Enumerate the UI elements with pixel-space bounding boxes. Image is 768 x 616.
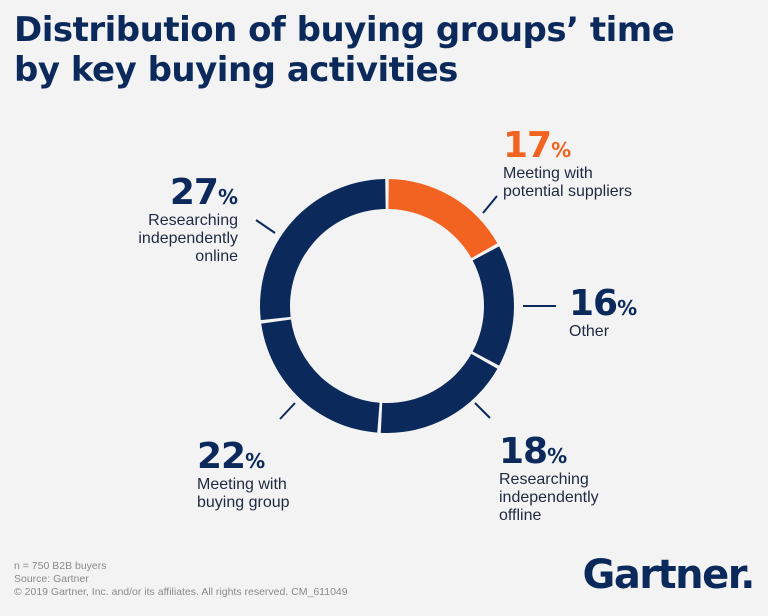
pct-offline-symbol: % bbox=[547, 444, 568, 468]
label-offline: 18% Researching independently offline bbox=[499, 433, 599, 525]
pct-group-symbol: % bbox=[245, 449, 266, 473]
leader-lines bbox=[255, 195, 556, 420]
desc-other-line-1: Other bbox=[569, 323, 610, 340]
desc-group-line-2: buying group bbox=[197, 494, 290, 511]
footer-notes: n = 750 B2B buyers Source: Gartner © 201… bbox=[14, 560, 348, 599]
donut-slices bbox=[260, 179, 514, 433]
gartner-logo-dot: . bbox=[740, 552, 755, 598]
chart-title: Distribution of buying groups’ time by k… bbox=[14, 10, 734, 90]
desc-suppliers-line-2: potential suppliers bbox=[503, 183, 632, 200]
label-other: 16% Other bbox=[569, 285, 637, 341]
pct-other-symbol: % bbox=[617, 296, 638, 320]
leader-line-group bbox=[279, 402, 296, 420]
desc-offline-line-2: independently bbox=[499, 489, 599, 506]
desc-offline-line-1: Researching bbox=[499, 471, 589, 488]
chart-title-line-1: Distribution of buying groups’ time bbox=[14, 10, 675, 50]
label-suppliers: 17% Meeting with potential suppliers bbox=[503, 127, 632, 201]
donut-slice-offline bbox=[380, 353, 498, 433]
leader-line-suppliers bbox=[482, 195, 498, 214]
pct-suppliers-value: 17 bbox=[503, 125, 552, 166]
donut-slice-other bbox=[472, 246, 514, 366]
pct-online-value: 27 bbox=[169, 172, 219, 213]
footer-copyright: © 2019 Gartner, Inc. and/or its affiliat… bbox=[14, 586, 348, 598]
pct-group: 22% bbox=[197, 438, 290, 476]
label-online: 27% Researching independently online bbox=[108, 174, 238, 266]
chart-title-line-2: by key buying activities bbox=[14, 50, 458, 90]
pct-other: 16% bbox=[569, 285, 637, 323]
footer-sample-size: n = 750 B2B buyers bbox=[14, 560, 107, 572]
leader-line-offline bbox=[474, 402, 491, 419]
pct-online: 27% bbox=[108, 174, 238, 212]
desc-offline-line-3: offline bbox=[499, 507, 542, 524]
pct-offline: 18% bbox=[499, 433, 599, 471]
donut-slice-online bbox=[260, 179, 386, 321]
gartner-logo: Gartner. bbox=[582, 552, 755, 598]
desc-online-line-1: Researching bbox=[148, 212, 238, 229]
pct-other-value: 16 bbox=[569, 283, 618, 324]
pct-suppliers: 17% bbox=[503, 127, 632, 165]
label-group: 22% Meeting with buying group bbox=[197, 438, 290, 512]
desc-online-line-3: online bbox=[195, 248, 238, 265]
desc-online-line-2: independently bbox=[138, 230, 238, 247]
pct-online-symbol: % bbox=[217, 185, 238, 209]
pct-group-value: 22 bbox=[197, 436, 246, 477]
pct-offline-value: 18 bbox=[499, 431, 548, 472]
gartner-logo-text: Gartner bbox=[582, 552, 741, 598]
donut-slice-suppliers bbox=[388, 179, 498, 259]
donut-slice-group bbox=[261, 319, 380, 433]
footer-source: Source: Gartner bbox=[14, 573, 89, 585]
desc-suppliers-line-1: Meeting with bbox=[503, 165, 593, 182]
desc-group-line-1: Meeting with bbox=[197, 476, 287, 493]
leader-line-online bbox=[255, 219, 276, 234]
pct-suppliers-symbol: % bbox=[551, 138, 572, 162]
